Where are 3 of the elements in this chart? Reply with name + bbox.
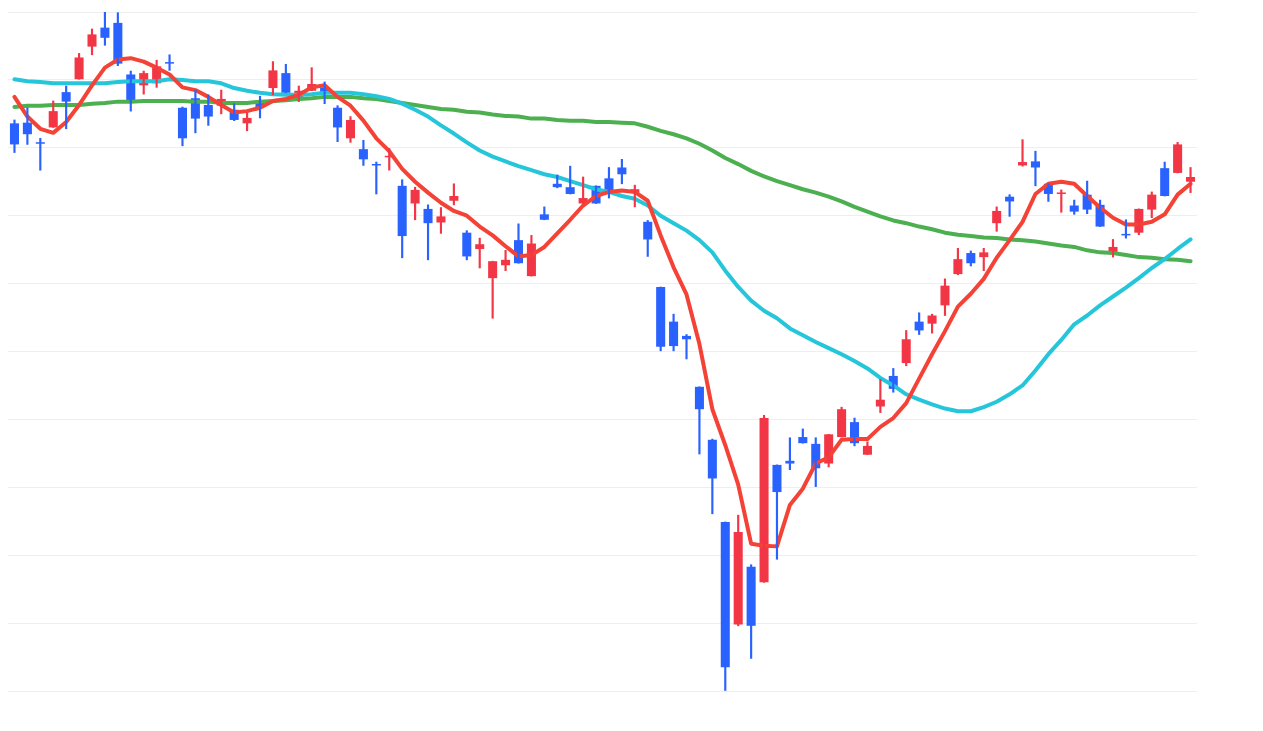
candlestick xyxy=(87,28,97,56)
candlestick xyxy=(35,137,45,171)
candlestick xyxy=(1056,189,1066,213)
